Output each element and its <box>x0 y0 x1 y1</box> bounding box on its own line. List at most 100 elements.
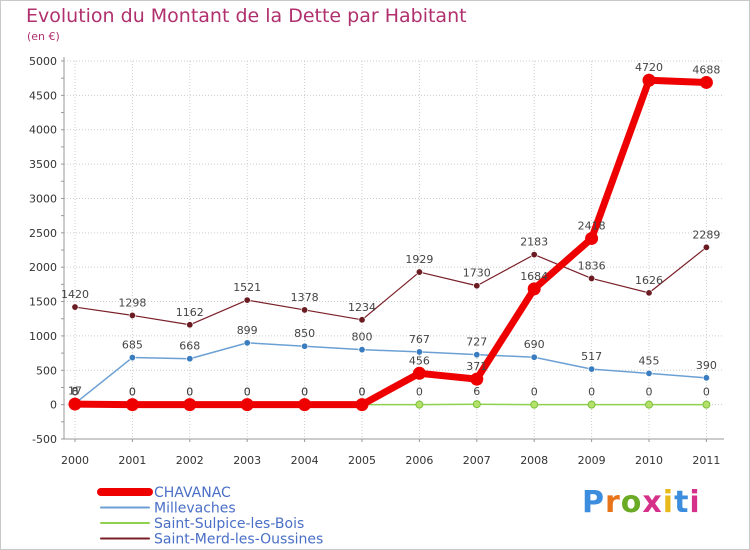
data-point-saint-merd-les-oussines <box>702 243 710 251</box>
data-label-saint-sulpice-les-bois: 6 <box>473 385 480 398</box>
logo-letter: o <box>620 485 643 520</box>
data-label-millevaches: 685 <box>122 339 143 352</box>
data-label-chavanac: 4720 <box>635 61 663 74</box>
logo-letter: i <box>662 485 675 520</box>
data-label-millevaches: 899 <box>237 324 258 337</box>
data-label-millevaches: 517 <box>581 350 602 363</box>
data-label-saint-merd-les-oussines: 1420 <box>61 288 89 301</box>
data-point-millevaches <box>358 346 366 354</box>
data-point-saint-merd-les-oussines <box>473 282 481 290</box>
data-label-saint-sulpice-les-bois: 0 <box>244 386 251 399</box>
x-tick-label: 2005 <box>348 454 376 467</box>
data-point-millevaches <box>530 353 538 361</box>
data-point-millevaches <box>645 369 653 377</box>
data-label-chavanac: 371 <box>466 360 487 373</box>
chart-title: Evolution du Montant de la Dette par Hab… <box>26 5 467 27</box>
data-label-millevaches: 850 <box>294 327 315 340</box>
logo-letter: P <box>582 485 605 520</box>
data-label-chavanac: 0 <box>301 386 308 399</box>
data-label-saint-merd-les-oussines: 1836 <box>578 259 606 272</box>
data-label-saint-merd-les-oussines: 1521 <box>233 281 261 294</box>
logo-letter: r <box>605 485 621 520</box>
x-tick-label: 2004 <box>291 454 319 467</box>
logo-letter: i <box>689 485 701 520</box>
data-point-saint-sulpice-les-bois <box>702 400 711 409</box>
proxiti-logo: Proxiti <box>582 485 701 520</box>
data-label-chavanac: 456 <box>409 354 430 367</box>
legend-label: Saint-Merd-les-Oussines <box>154 532 323 548</box>
chart-subtitle: (en €) <box>27 30 60 43</box>
data-point-saint-merd-les-oussines <box>358 316 366 324</box>
y-tick-label: 4500 <box>29 89 57 102</box>
x-tick-label: 2000 <box>61 454 89 467</box>
data-label-saint-sulpice-les-bois: 0 <box>588 386 595 399</box>
data-point-chavanac <box>585 231 599 245</box>
data-point-saint-merd-les-oussines <box>645 289 653 297</box>
data-point-saint-sulpice-les-bois <box>587 400 596 409</box>
data-label-chavanac: 0 <box>244 386 251 399</box>
legend-label: Millevaches <box>154 501 236 517</box>
y-tick-label: 3000 <box>29 192 57 205</box>
x-tick-label: 2006 <box>405 454 433 467</box>
data-label-chavanac: 8 <box>72 385 79 398</box>
data-label-saint-merd-les-oussines: 1626 <box>635 274 663 287</box>
data-label-saint-sulpice-les-bois: 0 <box>72 386 79 399</box>
series-line-saint-merd-les-oussines <box>74 246 708 326</box>
data-point-millevaches <box>128 354 136 362</box>
data-label-millevaches: 690 <box>524 338 545 351</box>
data-label-chavanac: 4688 <box>692 63 720 76</box>
data-point-chavanac <box>642 73 656 87</box>
y-tick-label: 2500 <box>29 227 57 240</box>
data-label-saint-merd-les-oussines: 1162 <box>176 306 204 319</box>
data-label-saint-sulpice-les-bois: 0 <box>301 386 308 399</box>
data-point-millevaches <box>473 351 481 359</box>
data-point-saint-sulpice-les-bois <box>415 400 424 409</box>
data-point-millevaches <box>415 348 423 356</box>
data-point-saint-merd-les-oussines <box>243 296 251 304</box>
data-label-saint-sulpice-les-bois: 0 <box>416 386 423 399</box>
data-point-saint-merd-les-oussines <box>588 274 596 282</box>
data-point-chavanac <box>68 397 82 411</box>
data-label-millevaches: 800 <box>352 331 373 344</box>
data-label-millevaches: 17 <box>68 384 82 397</box>
data-point-chavanac <box>240 398 254 412</box>
y-tick-label: 3500 <box>29 158 57 171</box>
data-label-saint-merd-les-oussines: 1298 <box>118 296 146 309</box>
data-point-saint-sulpice-les-bois <box>472 400 481 409</box>
data-point-saint-merd-les-oussines <box>71 303 79 311</box>
data-point-chavanac <box>699 75 713 89</box>
data-point-millevaches <box>702 374 710 382</box>
data-point-chavanac <box>298 398 312 412</box>
data-label-saint-sulpice-les-bois: 0 <box>186 386 193 399</box>
x-tick-label: 2009 <box>578 454 606 467</box>
data-label-chavanac: 0 <box>129 386 136 399</box>
data-point-saint-merd-les-oussines <box>301 306 309 314</box>
data-label-saint-sulpice-les-bois: 0 <box>646 386 653 399</box>
x-tick-label: 2007 <box>463 454 491 467</box>
data-point-saint-sulpice-les-bois <box>530 400 539 409</box>
logo-letter: x <box>642 485 663 520</box>
data-label-saint-sulpice-les-bois: 0 <box>703 386 710 399</box>
x-tick-label: 2001 <box>118 454 146 467</box>
data-point-millevaches <box>186 355 194 363</box>
y-tick-label: 500 <box>36 364 57 377</box>
data-label-saint-sulpice-les-bois: 0 <box>531 386 538 399</box>
x-tick-label: 2011 <box>692 454 720 467</box>
data-point-saint-merd-les-oussines <box>530 251 538 259</box>
data-label-saint-merd-les-oussines: 1378 <box>291 291 319 304</box>
y-tick-label: 4000 <box>29 124 57 137</box>
data-label-millevaches: 390 <box>696 359 717 372</box>
x-tick-label: 2010 <box>635 454 663 467</box>
data-point-millevaches <box>301 342 309 350</box>
data-point-saint-merd-les-oussines <box>128 311 136 319</box>
y-tick-label: 5000 <box>29 55 57 68</box>
logo-letter: t <box>674 485 690 520</box>
data-point-chavanac <box>183 398 197 412</box>
data-point-chavanac <box>125 398 139 412</box>
data-label-millevaches: 668 <box>179 340 200 353</box>
y-tick-label: 1000 <box>29 330 57 343</box>
x-tick-label: 2008 <box>520 454 548 467</box>
data-point-chavanac <box>527 282 541 296</box>
data-point-millevaches <box>588 365 596 373</box>
